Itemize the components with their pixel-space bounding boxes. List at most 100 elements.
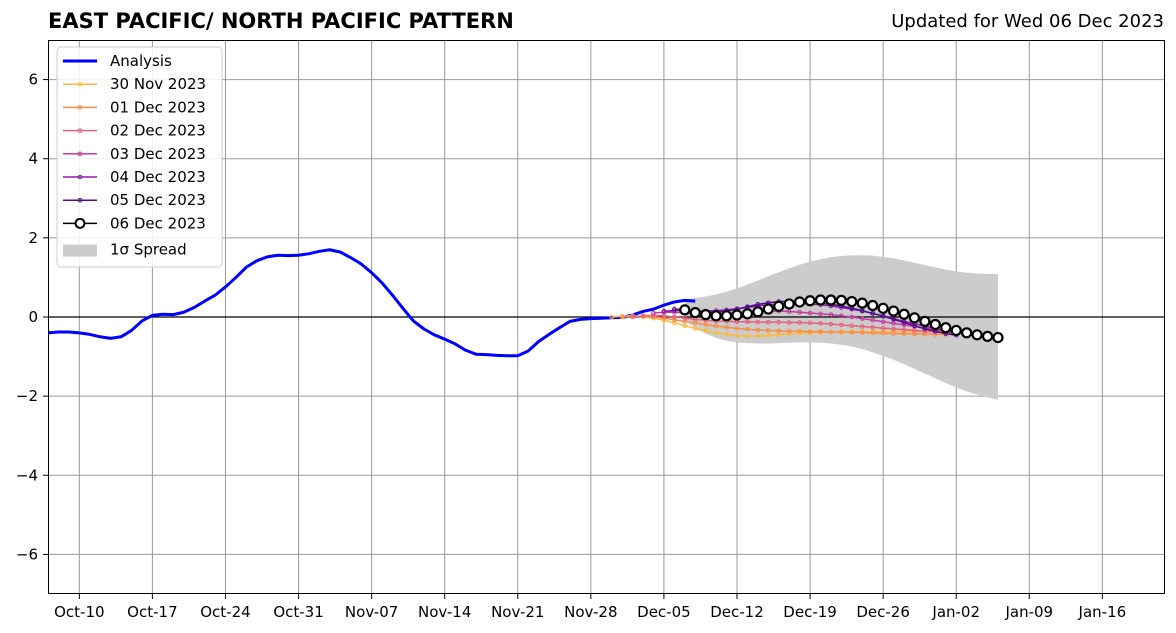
data-point-06-dec-2023 — [825, 294, 837, 306]
legend-label-02-dec-2023: 02 Dec 2023 — [110, 122, 206, 140]
x-tick-label: Jan-16 — [1078, 603, 1127, 621]
data-point-06-dec-2023 — [919, 315, 931, 327]
legend-marker-06-dec-2023 — [74, 217, 86, 229]
data-point-06-dec-2023 — [710, 310, 722, 322]
series-line-analysis — [48, 248, 696, 358]
y-tick-label: 4 — [28, 150, 38, 168]
x-tick-label: Jan-02 — [931, 603, 980, 621]
data-point-01-dec-2023 — [880, 330, 886, 336]
data-point-06-dec-2023 — [814, 294, 827, 306]
x-tick-label: Dec-19 — [783, 603, 837, 621]
data-point-01-dec-2023 — [745, 326, 750, 332]
data-point-02-dec-2023 — [776, 319, 782, 325]
y-tick-label: −6 — [16, 545, 38, 563]
data-point-01-dec-2023 — [755, 327, 761, 333]
data-point-02-dec-2023 — [870, 324, 876, 330]
data-point-02-dec-2023 — [880, 325, 886, 331]
data-point-01-dec-2023 — [818, 329, 823, 334]
data-point-02-dec-2023 — [651, 313, 656, 318]
data-point-02-dec-2023 — [786, 320, 792, 325]
x-tick-label: Nov-14 — [418, 603, 471, 621]
legend-label-1-spread: 1σ Spread — [110, 241, 187, 259]
chart-subtitle: Updated for Wed 06 Dec 2023 — [891, 11, 1164, 32]
legend-marker-02-dec-2023 — [77, 128, 83, 133]
data-point-06-dec-2023 — [950, 324, 962, 337]
x-tick-label: Nov-07 — [345, 603, 398, 621]
data-point-30-nov-2023 — [713, 330, 719, 336]
data-point-02-dec-2023 — [745, 319, 750, 325]
data-point-30-nov-2023 — [766, 333, 771, 338]
data-point-06-dec-2023 — [961, 327, 973, 339]
data-point-01-dec-2023 — [849, 330, 855, 335]
x-tick-label: Nov-21 — [491, 603, 544, 621]
data-point-02-dec-2023 — [672, 314, 677, 320]
data-point-02-dec-2023 — [630, 314, 635, 320]
legend-marker-30-nov-2023 — [77, 81, 83, 87]
data-point-06-dec-2023 — [689, 307, 701, 319]
data-point-02-dec-2023 — [682, 315, 688, 321]
data-point-03-dec-2023 — [849, 314, 855, 320]
data-point-03-dec-2023 — [807, 310, 813, 316]
chart-title: EAST PACIFIC/ NORTH PACIFIC PATTERN — [48, 9, 514, 33]
x-tick-label: Nov-28 — [564, 603, 617, 621]
y-tick-label: 6 — [28, 71, 38, 89]
data-point-06-dec-2023 — [940, 322, 952, 334]
data-point-02-dec-2023 — [901, 327, 907, 332]
legend-label-01-dec-2023: 01 Dec 2023 — [110, 98, 206, 116]
x-tick-label: Oct-24 — [200, 603, 250, 621]
data-point-01-dec-2023 — [703, 322, 708, 327]
data-point-01-dec-2023 — [839, 329, 844, 335]
data-point-06-dec-2023 — [877, 302, 889, 314]
legend-label-04-dec-2023: 04 Dec 2023 — [110, 168, 206, 186]
data-point-06-dec-2023 — [856, 297, 868, 309]
data-point-30-nov-2023 — [724, 332, 729, 337]
legend: Analysis 30 Nov 2023 01 Dec 2023 02 Dec 202… — [56, 46, 223, 268]
data-point-01-dec-2023 — [776, 328, 782, 334]
data-point-05-dec-2023 — [891, 317, 896, 322]
data-point-02-dec-2023 — [640, 313, 646, 319]
data-point-05-dec-2023 — [901, 320, 907, 325]
data-point-02-dec-2023 — [807, 320, 813, 326]
data-point-30-nov-2023 — [734, 333, 740, 338]
data-point-01-dec-2023 — [891, 331, 896, 336]
data-point-06-dec-2023 — [981, 330, 994, 342]
y-tick-label: 2 — [28, 229, 38, 247]
x-tick-label: Dec-26 — [856, 603, 910, 621]
data-point-01-dec-2023 — [672, 317, 677, 323]
data-point-02-dec-2023 — [766, 319, 771, 325]
legend-label-03-dec-2023: 03 Dec 2023 — [110, 145, 206, 163]
data-point-01-dec-2023 — [724, 324, 729, 330]
data-point-30-nov-2023 — [703, 328, 708, 334]
data-point-02-dec-2023 — [797, 320, 802, 325]
data-point-05-dec-2023 — [922, 326, 928, 332]
data-point-30-nov-2023 — [692, 326, 698, 331]
data-point-03-dec-2023 — [786, 309, 792, 314]
data-point-06-dec-2023 — [929, 318, 941, 331]
legend-label-30-nov-2023: 30 Nov 2023 — [110, 75, 206, 93]
axis-ticks: Oct-10 Oct-17 Oct-24 Oct-31 Nov-07 Nov-14 Nov-… — [16, 71, 1126, 621]
data-point-03-dec-2023 — [839, 313, 844, 319]
data-point-06-dec-2023 — [908, 312, 921, 324]
data-point-03-dec-2023 — [828, 312, 834, 317]
data-point-30-nov-2023 — [755, 333, 761, 339]
data-point-06-dec-2023 — [741, 308, 754, 320]
y-tick-label: 0 — [28, 308, 38, 326]
data-point-02-dec-2023 — [891, 326, 896, 332]
data-point-01-dec-2023 — [870, 330, 876, 336]
data-point-01-dec-2023 — [766, 328, 771, 333]
data-point-01-dec-2023 — [797, 328, 802, 334]
legend-marker-04-dec-2023 — [77, 174, 83, 180]
data-point-02-dec-2023 — [818, 321, 823, 326]
data-point-06-dec-2023 — [804, 295, 816, 307]
data-point-02-dec-2023 — [859, 324, 865, 329]
data-point-02-dec-2023 — [839, 322, 844, 328]
data-point-05-dec-2023 — [755, 302, 761, 307]
x-tick-label: Oct-17 — [127, 603, 177, 621]
x-tick-label: Oct-10 — [54, 603, 104, 621]
data-point-06-dec-2023 — [867, 299, 879, 312]
data-point-06-dec-2023 — [898, 308, 910, 320]
data-point-06-dec-2023 — [731, 309, 743, 321]
data-point-05-dec-2023 — [859, 308, 865, 313]
data-point-30-nov-2023 — [745, 333, 750, 339]
